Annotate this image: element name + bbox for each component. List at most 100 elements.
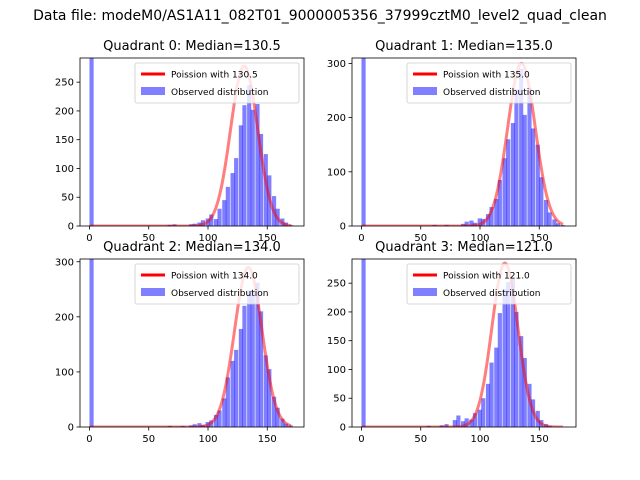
histogram-bar xyxy=(247,290,252,427)
histogram-bar xyxy=(280,418,285,427)
y-tick-label: 150 xyxy=(55,135,74,146)
histogram-bar xyxy=(522,114,527,226)
legend-label-observed: Observed distribution xyxy=(443,88,540,98)
histogram-bar xyxy=(242,305,247,427)
y-tick-label: 150 xyxy=(327,336,346,347)
x-tick-label: 150 xyxy=(258,434,277,445)
y-tick-label: 100 xyxy=(327,167,346,178)
histogram-bar xyxy=(213,414,219,427)
histogram-bar xyxy=(530,128,536,226)
histogram-bar xyxy=(255,104,260,226)
histogram-bar xyxy=(510,123,515,226)
histogram-bar xyxy=(464,418,469,427)
histogram-bar xyxy=(552,219,557,226)
histogram-bar xyxy=(519,68,524,226)
y-tick-label: 250 xyxy=(327,279,346,290)
histogram-bar xyxy=(255,282,260,427)
legend: Poission with 134.0 Observed distribution xyxy=(134,263,300,305)
histogram-bar xyxy=(497,313,502,427)
y-tick-label: 50 xyxy=(61,193,74,204)
axes-frame xyxy=(79,57,305,227)
histogram-bar xyxy=(506,139,511,226)
x-tick-label: 50 xyxy=(414,233,427,244)
subplot-title: Quadrant 3: Median=121.0 xyxy=(375,240,553,255)
histogram-bar xyxy=(263,355,268,427)
legend: Poission with 135.0 Observed distribution xyxy=(406,62,572,104)
y-tick-label: 250 xyxy=(55,78,74,89)
legend-label-observed: Observed distribution xyxy=(171,289,268,299)
histogram-bar xyxy=(481,398,486,427)
subplot-title: Quadrant 2: Median=134.0 xyxy=(103,240,281,255)
legend-frame xyxy=(134,263,300,305)
subplot-quadrant-0: 0 50 100 150 0 50 100 150 200 250 Quadrant 0: Medi… xyxy=(55,39,305,244)
legend-swatch-observed xyxy=(413,288,437,296)
y-tick-label: 300 xyxy=(327,59,346,70)
histogram-bar xyxy=(489,207,494,226)
subplot-quadrant-3: 0 50 100 150 0 50 100 150 200 250 Quadrant 3: Medi… xyxy=(327,240,577,445)
histogram-bar xyxy=(217,208,222,226)
x-tick-label: 150 xyxy=(530,233,549,244)
legend-label-observed: Observed distribution xyxy=(171,88,268,98)
histogram-bar xyxy=(213,219,219,226)
histogram-bar xyxy=(258,311,264,427)
x-tick-label: 100 xyxy=(198,434,217,445)
legend-swatch-observed xyxy=(413,87,437,95)
legend-swatch-observed xyxy=(141,288,165,296)
x-tick-label: 100 xyxy=(470,233,489,244)
legend-label-poisson: Poission with 134.0 xyxy=(171,272,258,282)
subplot-title: Quadrant 0: Median=130.5 xyxy=(103,39,281,54)
histogram-bar xyxy=(222,200,227,226)
histogram-bar xyxy=(225,186,230,226)
histogram-bar xyxy=(514,89,519,226)
histogram-bar xyxy=(469,220,474,226)
histogram-bar xyxy=(89,58,94,226)
histogram-bar xyxy=(242,105,247,226)
histogram-bar xyxy=(485,383,491,427)
histogram-bar xyxy=(250,109,255,226)
x-tick-label: 0 xyxy=(358,434,364,445)
x-tick-label: 150 xyxy=(258,233,277,244)
histogram-bar xyxy=(238,125,243,226)
histogram-bar xyxy=(225,377,230,427)
histogram-bar xyxy=(222,398,227,427)
y-tick-label: 100 xyxy=(55,367,74,378)
histogram-bar xyxy=(464,221,469,226)
axes-frame xyxy=(351,57,577,227)
histogram-bar xyxy=(494,347,499,427)
x-tick-label: 150 xyxy=(530,434,549,445)
legend-swatch-observed xyxy=(141,87,165,95)
y-tick-label: 0 xyxy=(340,423,346,434)
histogram-bar xyxy=(461,421,466,427)
subplot-quadrant-1: 0 50 100 150 0 100 200 300 Quadrant 1: Median=13… xyxy=(327,39,577,244)
x-tick-label: 100 xyxy=(198,233,217,244)
plot-area xyxy=(361,58,565,226)
histogram-bar xyxy=(230,360,235,427)
histogram-bar xyxy=(472,413,478,427)
poisson-curve xyxy=(361,261,564,427)
subplot-grid: 0 50 100 150 0 50 100 150 200 250 Quadrant 0: Medi… xyxy=(55,39,577,445)
histogram-bar xyxy=(555,223,560,226)
histogram-bar xyxy=(258,133,264,226)
x-tick-label: 50 xyxy=(414,434,427,445)
histogram-bar xyxy=(527,87,532,226)
plot-area xyxy=(361,259,564,427)
y-tick-label: 0 xyxy=(68,423,74,434)
x-tick-label: 0 xyxy=(358,233,364,244)
histogram-bar xyxy=(234,158,239,226)
histogram-bar xyxy=(250,290,255,427)
histogram-bar xyxy=(197,423,202,427)
histogram-bar xyxy=(502,288,507,427)
histogram-bar xyxy=(544,199,549,226)
histogram-bar xyxy=(527,383,532,427)
histogram-bar xyxy=(89,259,94,427)
x-tick-label: 0 xyxy=(86,233,92,244)
histogram-bar xyxy=(361,58,366,226)
histogram-bar xyxy=(502,158,507,226)
histogram-bar xyxy=(477,218,482,226)
legend: Poission with 130.5 Observed distribution xyxy=(134,62,300,104)
subplot-title: Quadrant 1: Median=135.0 xyxy=(375,39,553,54)
histogram-bar xyxy=(560,224,565,226)
y-tick-label: 200 xyxy=(55,312,74,323)
histogram-bar xyxy=(514,311,519,427)
